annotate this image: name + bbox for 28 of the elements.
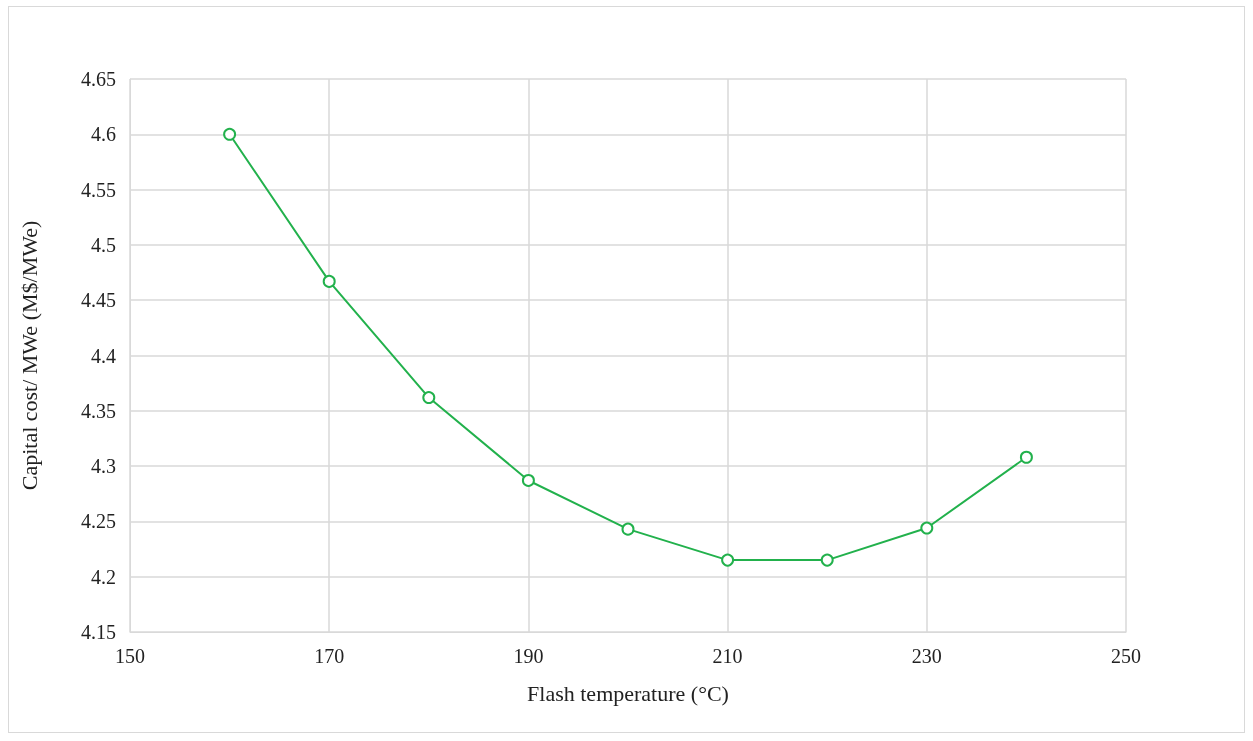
y-tick-label: 4.55 (81, 178, 116, 201)
point (521, 473, 535, 487)
y-tick-label: 4.15 (81, 621, 116, 643)
y-tick-label: 4.25 (81, 510, 116, 533)
x-tick-label: 230 (911, 645, 942, 667)
point (223, 127, 237, 141)
y-tick-label: 4.65 (81, 68, 116, 90)
x-tick-label: 170 (314, 645, 345, 667)
x-tick-label: 250 (1111, 645, 1141, 667)
x-axis-title: Flash temperature (°C) (527, 680, 729, 706)
y-tick-label: 4.2 (91, 565, 116, 588)
y-axis-title: Capital cost/ MWe (M$/MWe) (16, 220, 42, 491)
point (621, 522, 635, 536)
point (422, 391, 436, 405)
y-tick-label: 4.5 (91, 233, 116, 256)
point (721, 553, 735, 567)
x-tick-label: 150 (115, 645, 145, 667)
y-tick-label: 4.35 (81, 399, 116, 422)
point (920, 521, 934, 535)
point (820, 553, 834, 567)
x-tick-label: 190 (513, 645, 544, 667)
point (1019, 450, 1033, 464)
point (322, 274, 336, 288)
y-tick-label: 4.3 (91, 455, 116, 478)
x-tick-label: 210 (712, 645, 743, 667)
y-tick-label: 4.4 (91, 344, 116, 367)
y-tick-label: 4.6 (91, 123, 116, 146)
y-tick-label: 4.45 (81, 289, 116, 312)
